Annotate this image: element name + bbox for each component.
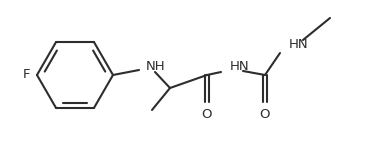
Text: NH: NH [146, 60, 166, 74]
Text: O: O [202, 108, 212, 120]
Text: F: F [23, 69, 30, 81]
Text: HN: HN [289, 39, 309, 51]
Text: HN: HN [230, 60, 250, 74]
Text: O: O [260, 108, 270, 120]
